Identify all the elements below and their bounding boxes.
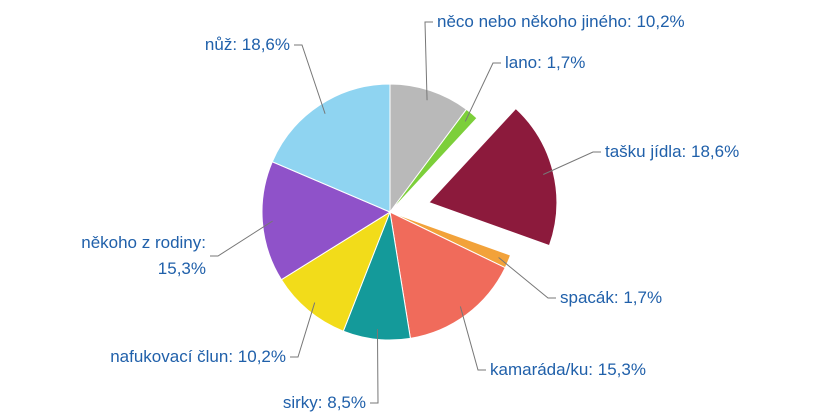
slice-label: lano1,7% <box>505 50 585 76</box>
slice-category: někoho z rodiny <box>81 233 206 252</box>
slice-value: 10,2% <box>237 347 286 366</box>
slice-category: něco nebo někoho jiného <box>437 12 636 31</box>
slice-label: kamaráda/ku15,3% <box>490 357 646 383</box>
slice-category: lano <box>505 53 547 72</box>
slice-label: tašku jídla18,6% <box>605 139 739 165</box>
leader-line <box>424 21 433 101</box>
pie-slice <box>427 107 558 247</box>
slice-value: 15,3% <box>597 360 646 379</box>
pie-slice <box>389 108 478 213</box>
leader-line <box>210 220 273 257</box>
leader-line <box>290 302 316 358</box>
slice-label: něco nebo někoho jiného10,2% <box>437 9 685 35</box>
leader-line <box>543 151 601 175</box>
slice-category: nůž <box>205 35 242 54</box>
leader-line <box>498 257 556 299</box>
slice-label: někoho z rodiny 15,3% <box>81 230 206 282</box>
pie-slice <box>389 83 468 214</box>
slice-category: tašku jídla <box>605 142 691 161</box>
slice-value: 1,7% <box>623 288 663 307</box>
leader-line <box>459 306 486 371</box>
slice-category: sirky <box>283 393 327 412</box>
pie-slice <box>271 83 391 213</box>
slice-category: spacák <box>560 288 623 307</box>
slice-value: 18,6% <box>691 142 740 161</box>
slice-category: kamaráda/ku <box>490 360 598 379</box>
slice-label: sirky8,5% <box>283 390 366 412</box>
leader-line <box>464 62 501 122</box>
pie-slice <box>389 211 506 339</box>
pie-slice <box>280 210 392 332</box>
slice-label: nůž18,6% <box>205 32 290 58</box>
slice-value: 1,7% <box>546 53 586 72</box>
slice-value: 18,6% <box>241 35 290 54</box>
pie-slice <box>261 161 392 281</box>
slice-value: 15,3% <box>157 259 206 278</box>
slice-value: 10,2% <box>636 12 685 31</box>
slice-value: 8,5% <box>327 393 366 412</box>
slice-category: nafukovací člun <box>110 347 238 366</box>
slice-label: spacák1,7% <box>560 285 662 311</box>
leader-line <box>370 329 379 404</box>
leader-line <box>294 44 326 114</box>
slice-label: nafukovací člun10,2% <box>110 344 286 370</box>
